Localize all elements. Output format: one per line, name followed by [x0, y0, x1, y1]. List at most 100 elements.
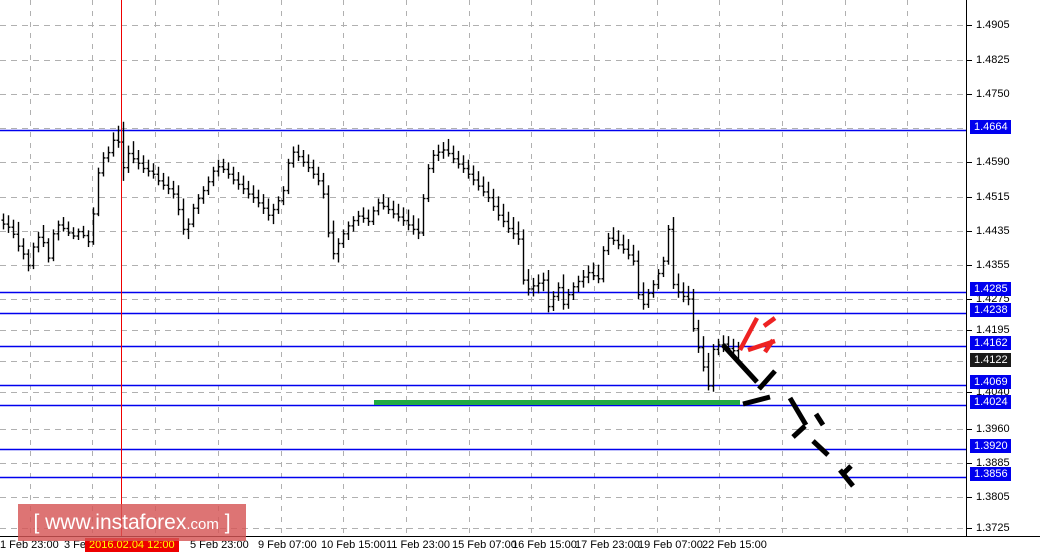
ohlc-bar [651, 280, 656, 298]
price-axis-tick: 1.4275 [967, 293, 1010, 306]
time-axis-label: 16 Feb 15:00 [512, 539, 577, 551]
forecast-path-segment [787, 396, 809, 427]
price-tick-label: 1.4590 [976, 156, 1010, 168]
ohlc-bar [551, 291, 556, 312]
ohlc-bar [401, 207, 406, 226]
ohlc-bar [366, 209, 371, 226]
price-axis-tick: 1.4435 [967, 225, 1010, 238]
alternate-forecast-segment [762, 316, 777, 328]
price-level-badge[interactable]: 1.4069 [970, 375, 1011, 389]
ohlc-bar [451, 145, 456, 164]
ohlc-bar [411, 215, 416, 235]
ohlc-bar [136, 149, 141, 170]
ohlc-bar [616, 230, 621, 250]
ohlc-bar [406, 209, 411, 231]
ohlc-bar [361, 207, 366, 223]
ohlc-bar [186, 218, 191, 240]
ohlc-bar [421, 194, 426, 237]
ohlc-bar [116, 125, 121, 148]
price-level-badge[interactable]: 1.4285 [970, 282, 1011, 296]
ohlc-bar [356, 210, 361, 226]
ohlc-bar [271, 203, 276, 225]
ohlc-bar [91, 207, 96, 245]
chart-plot-area[interactable] [0, 0, 966, 536]
ohlc-bar [631, 244, 636, 266]
ohlc-bar [491, 188, 496, 211]
ohlc-bar [351, 216, 356, 232]
ohlc-bar [6, 215, 11, 233]
price-tick-label: 1.3960 [976, 423, 1010, 435]
ohlc-bar [326, 185, 331, 238]
price-axis-tick: 1.3805 [967, 491, 1010, 504]
ohlc-bar [381, 194, 386, 210]
ohlc-bar [46, 238, 51, 263]
ohlc-bar [601, 246, 606, 283]
crosshair-time-badge[interactable]: 2016.02.04 12:00 [85, 538, 179, 552]
ohlc-bar [541, 272, 546, 292]
ohlc-bar [516, 221, 521, 245]
ohlc-bar [301, 149, 306, 167]
price-tick-dash [967, 162, 972, 163]
price-axis[interactable]: 1.4905 1.4825 1.4750 1.4590 1.4515 1.4435 1.43… [966, 0, 1040, 536]
ohlc-bar [666, 224, 671, 265]
ohlc-bar [166, 176, 171, 195]
price-tick-label: 1.4750 [976, 88, 1010, 100]
ohlc-bar [566, 288, 571, 309]
ohlc-bar [501, 203, 506, 228]
ohlc-bar [436, 144, 441, 162]
ohlc-bar [461, 155, 466, 173]
price-tick-dash [967, 497, 972, 498]
ohlc-bar [496, 196, 501, 221]
ohlc-bar [511, 217, 516, 240]
price-level-badge[interactable]: 1.4664 [970, 120, 1011, 134]
ohlc-bar [146, 159, 151, 177]
ohlc-bar [376, 198, 381, 216]
time-axis-label: 15 Feb 07:00 [452, 539, 517, 551]
time-axis[interactable]: 1 Feb 23:003 Feb 07:005 Feb 23:009 Feb 0… [0, 536, 1040, 553]
ohlc-bar [576, 275, 581, 293]
ohlc-bar [676, 273, 681, 298]
price-tick-dash [967, 330, 972, 331]
ohlc-bar [206, 176, 211, 195]
ohlc-bar [391, 200, 396, 219]
ohlc-bar [686, 285, 691, 306]
price-level-badge[interactable]: 1.3920 [970, 439, 1011, 453]
ohlc-bar [296, 144, 301, 162]
ohlc-bar [611, 227, 616, 245]
ohlc-bar [481, 176, 486, 197]
ohlc-bar [66, 221, 71, 237]
ohlc-bar [641, 282, 646, 310]
ohlc-bar [626, 239, 631, 260]
ohlc-bar [466, 159, 471, 179]
ohlc-bar [691, 288, 696, 332]
price-level-badge[interactable]: 1.4162 [970, 336, 1011, 350]
price-level-badge[interactable]: 1.4024 [970, 395, 1011, 409]
price-tick-label: 1.4435 [976, 225, 1010, 237]
price-tick-label: 1.4195 [976, 324, 1010, 336]
ohlc-bar [661, 256, 666, 278]
ohlc-bar [266, 198, 271, 221]
grid-layer [0, 0, 966, 536]
ohlc-bar [21, 238, 26, 260]
ohlc-bar [256, 189, 261, 208]
price-tick-dash [967, 265, 972, 266]
alternate-forecast-segment [763, 338, 775, 354]
price-level-badge[interactable]: 1.4238 [970, 303, 1011, 317]
ohlc-bar [546, 269, 551, 313]
ohlc-bar [96, 167, 101, 217]
price-levels-layer [0, 129, 966, 479]
price-level-badge[interactable]: 1.3856 [970, 467, 1011, 481]
current-price-badge[interactable]: 1.4122 [970, 353, 1011, 367]
ohlc-bar [341, 229, 346, 248]
time-axis-label: 5 Feb 23:00 [190, 539, 249, 551]
price-axis-tick: 1.4750 [967, 88, 1010, 101]
ohlc-bar [201, 186, 206, 204]
forecast-path-segment [721, 343, 759, 384]
ohlc-bar [196, 194, 201, 214]
ohlc-bar [111, 132, 116, 157]
time-axis-label: 10 Feb 15:00 [321, 539, 386, 551]
ohlc-bar [106, 146, 111, 163]
ohlc-bar [581, 269, 586, 288]
ohlc-bar [236, 172, 241, 190]
